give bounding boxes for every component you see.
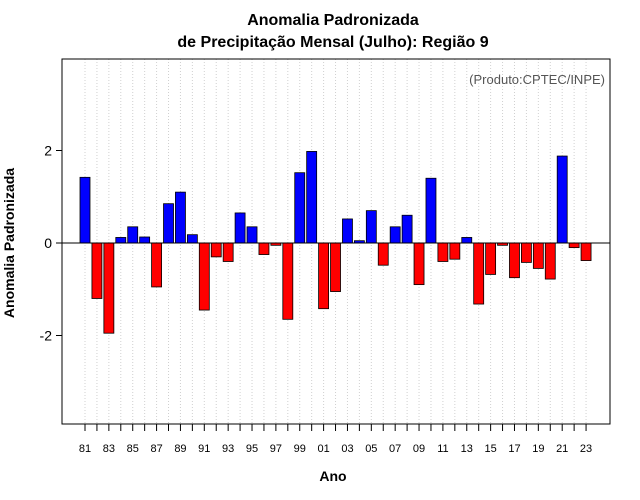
bar-21 [556, 155, 568, 244]
bar-99 [294, 172, 306, 244]
bar-14 [473, 242, 485, 305]
bar-98 [282, 242, 294, 320]
x-tick-label: 17 [508, 443, 520, 455]
y-tick-label: 2 [44, 143, 52, 159]
bar-84 [115, 237, 127, 244]
bar-86 [139, 236, 151, 244]
x-tick-label: 13 [461, 443, 473, 455]
x-tick-label: 11 [437, 443, 448, 455]
x-axis-label: Ano [319, 468, 346, 484]
bar-89 [175, 191, 186, 244]
x-tick-label: 95 [246, 443, 258, 455]
x-tick-label: 91 [198, 443, 210, 455]
bar-93 [222, 242, 234, 262]
bar-83 [103, 242, 115, 334]
x-tick-label: 09 [413, 443, 425, 455]
bar-82 [91, 242, 103, 299]
bar-03 [342, 218, 353, 244]
x-tick-label: 07 [389, 443, 401, 455]
chart-title-line1: Anomalia Padronizada [247, 12, 419, 29]
x-tick-label: 03 [341, 443, 353, 455]
bar-20 [544, 242, 556, 280]
x-tick-label: 89 [174, 443, 186, 455]
bar-09 [413, 242, 425, 286]
bar-19 [532, 242, 544, 269]
chart-title-line2: de Precipitação Mensal (Julho): Região 9 [177, 34, 488, 51]
bar-17 [509, 242, 520, 279]
x-tick-label: 93 [222, 443, 234, 455]
x-tick-label: 97 [270, 443, 282, 455]
bar-07 [389, 226, 401, 244]
y-axis: -2 0 2 [40, 143, 62, 344]
bar-15 [485, 242, 497, 275]
bar-01 [318, 242, 330, 310]
x-tick-label: 87 [150, 443, 162, 455]
source-annotation: (Produto:CPTEC/INPE) [469, 72, 605, 87]
bar-92 [210, 242, 222, 258]
x-tick-label: 23 [580, 443, 592, 455]
bar-18 [521, 242, 532, 263]
x-tick-label: 15 [484, 443, 496, 455]
bar-08 [401, 214, 413, 244]
x-tick-label: 85 [127, 443, 139, 455]
x-axis: 81 83 85 87 89 91 93 95 97 99 01 03 05 07 09 11 13 15 17 19… [79, 424, 592, 455]
x-tick-label: 05 [365, 443, 377, 455]
x-tick-label: 19 [532, 443, 544, 455]
bar-81 [79, 176, 91, 244]
bar-94 [234, 212, 246, 244]
bar-95 [246, 226, 258, 244]
bar-96 [258, 242, 270, 255]
x-tick-label: 21 [556, 443, 568, 455]
bar-10 [425, 177, 437, 244]
bars [79, 151, 592, 334]
bar-90 [186, 234, 198, 244]
bar-22 [568, 242, 580, 249]
bar-02 [330, 242, 341, 292]
bar-11 [437, 242, 449, 262]
bar-85 [127, 226, 139, 244]
bar-91 [198, 242, 210, 311]
y-axis-label: Anomalia Padronizada [1, 168, 17, 318]
bar-13 [461, 237, 473, 244]
y-tick-label: -2 [40, 328, 53, 344]
bar-23 [580, 242, 592, 261]
x-tick-label: 81 [79, 443, 91, 455]
x-tick-label: 99 [294, 443, 306, 455]
bar-06 [377, 242, 389, 266]
vertical-gridlines [84, 59, 587, 424]
x-tick-label: 01 [317, 443, 329, 455]
bar-87 [151, 242, 162, 288]
bar-00 [306, 151, 318, 244]
bar-12 [449, 242, 461, 260]
x-tick-label: 83 [103, 443, 115, 455]
y-tick-label: 0 [44, 235, 52, 251]
bar-05 [365, 210, 377, 244]
bar-88 [163, 203, 174, 244]
